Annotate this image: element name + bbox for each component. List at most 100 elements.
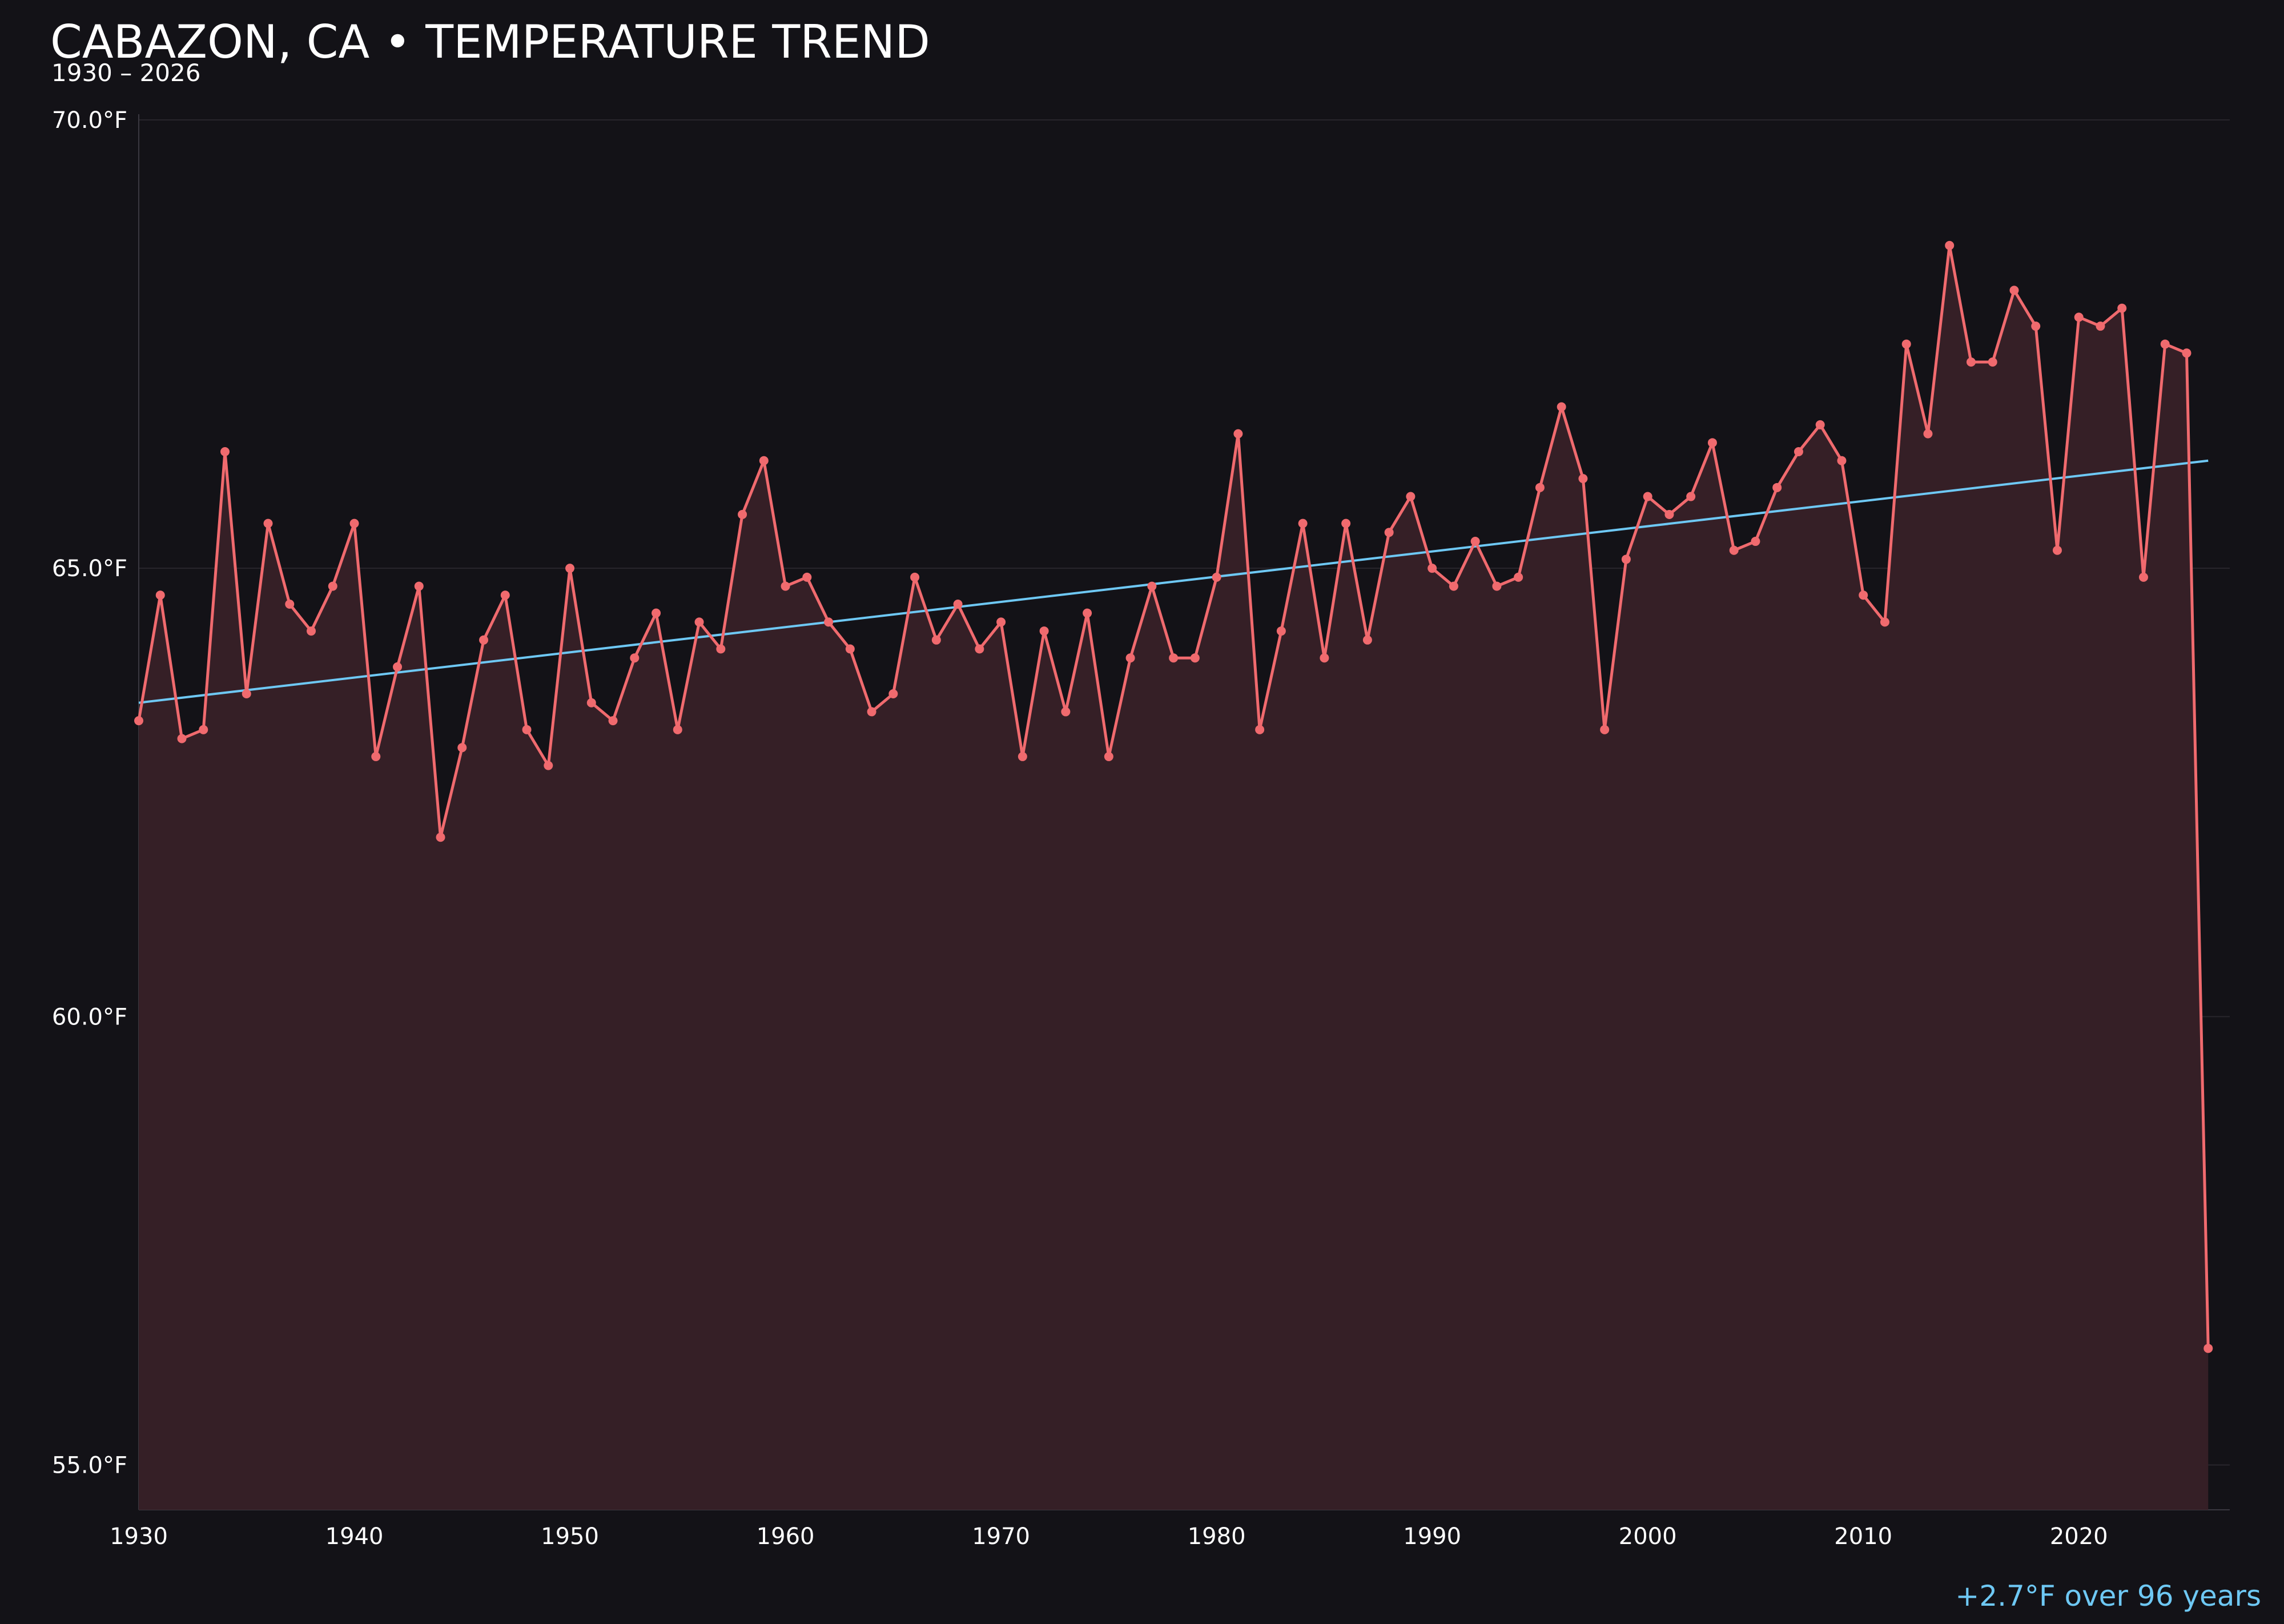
data-point [1901, 339, 1911, 349]
data-point [1492, 581, 1502, 591]
data-point [1125, 653, 1135, 663]
data-point [500, 590, 510, 600]
trend-annotation: +2.7°F over 96 years [1955, 1579, 2261, 1613]
data-point [1298, 518, 1308, 528]
data-point [177, 734, 187, 743]
data-point [1837, 456, 1847, 465]
data-point [2009, 286, 2019, 295]
chart-subtitle: 1930 – 2026 [51, 59, 201, 87]
data-point [716, 644, 726, 654]
data-point [1362, 635, 1372, 645]
data-point [652, 608, 661, 618]
data-point [2203, 1344, 2213, 1353]
data-point [328, 581, 337, 591]
data-point [953, 599, 963, 609]
temperature-area-fill [139, 245, 2209, 1510]
data-point [1233, 429, 1243, 439]
data-point [608, 716, 618, 726]
data-point [1945, 240, 1955, 250]
data-point [457, 743, 467, 753]
data-point [1147, 581, 1157, 591]
data-point [1923, 429, 1933, 439]
x-tick-label: 1950 [541, 1523, 599, 1550]
x-tick-label: 1960 [757, 1523, 815, 1550]
y-tick-label: 70.0°F [52, 107, 127, 134]
data-point [673, 725, 682, 734]
data-point [414, 581, 424, 591]
data-point [155, 590, 165, 600]
x-tick-label: 1970 [972, 1523, 1030, 1550]
data-point [349, 518, 359, 528]
data-point [1470, 537, 1480, 546]
data-point [220, 447, 230, 457]
data-point [1276, 626, 1286, 636]
data-point [1815, 420, 1825, 429]
data-point [1966, 357, 1976, 367]
data-point [1664, 509, 1674, 519]
data-point [1083, 608, 1092, 618]
trend-line [138, 459, 2209, 704]
point-layer [134, 240, 2213, 1353]
data-point [1406, 492, 1416, 501]
x-tick-label: 2000 [1619, 1523, 1677, 1550]
data-point [1449, 581, 1458, 591]
data-point [586, 698, 596, 708]
data-point [199, 725, 208, 734]
data-point [910, 572, 920, 582]
data-point [1686, 492, 1696, 501]
data-point [2182, 348, 2191, 358]
x-tick-label: 1930 [110, 1523, 168, 1550]
data-point [1643, 492, 1652, 501]
data-point [436, 833, 445, 842]
data-point [1255, 725, 1265, 734]
data-point [867, 707, 876, 717]
data-point [1427, 564, 1437, 573]
data-point [1104, 751, 1113, 761]
data-point [1514, 572, 1523, 582]
data-point [975, 644, 984, 654]
data-point [544, 761, 553, 770]
data-point [479, 635, 489, 645]
x-tick-labels: 1930 1940 1950 1960 1970 1980 1990 2000 2010 2020 [110, 1523, 2108, 1550]
y-tick-label: 60.0°F [52, 1004, 127, 1030]
data-point [1557, 402, 1566, 412]
data-point [1988, 357, 1997, 367]
x-tick-label: 1980 [1188, 1523, 1246, 1550]
data-point [802, 572, 812, 582]
trend-layer [138, 459, 2209, 704]
data-point [845, 644, 855, 654]
data-point [931, 635, 941, 645]
data-point [1729, 545, 1739, 555]
data-point [263, 518, 273, 528]
data-point [285, 599, 295, 609]
data-point [1061, 707, 1071, 717]
data-point [2117, 303, 2127, 313]
data-point [1578, 474, 1588, 484]
data-point [2096, 321, 2105, 331]
chart-title: CABAZON, CA • TEMPERATURE TREND [50, 15, 930, 69]
x-tick-label: 1990 [1403, 1523, 1461, 1550]
data-point [781, 581, 790, 591]
data-point [1169, 653, 1179, 663]
data-point [242, 689, 251, 699]
data-point [393, 662, 403, 672]
data-point [738, 509, 747, 519]
data-point [1341, 518, 1351, 528]
data-point [2138, 572, 2148, 582]
data-point [1621, 554, 1631, 564]
data-point [1212, 572, 1221, 582]
data-point [307, 626, 316, 636]
data-point [2074, 312, 2084, 322]
data-point [522, 725, 532, 734]
data-point [2052, 545, 2062, 555]
data-point [1018, 751, 1027, 761]
data-point [1320, 653, 1329, 663]
x-tick-label: 2010 [1834, 1523, 1892, 1550]
data-point [1384, 528, 1394, 537]
data-point [824, 617, 834, 627]
data-point [2160, 339, 2170, 349]
data-point [1707, 438, 1717, 448]
y-tick-labels: 55.0°F 60.0°F 65.0°F 70.0°F [52, 107, 127, 1478]
data-point [888, 689, 898, 699]
